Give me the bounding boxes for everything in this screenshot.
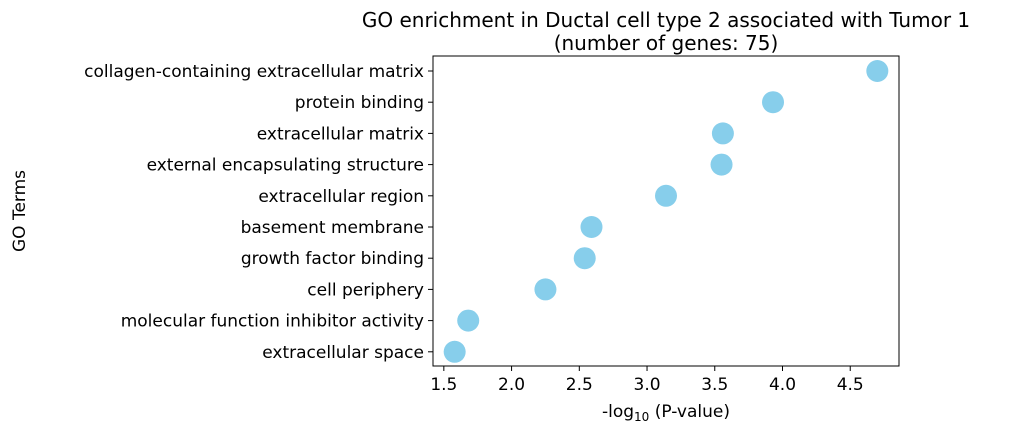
chart-title: GO enrichment in Ductal cell type 2 asso… [362, 8, 970, 32]
y-tick-label: external encapsulating structure [147, 156, 424, 176]
plot-frame [432, 55, 900, 367]
data-point [762, 91, 785, 114]
y-axis-label: GO Terms [10, 170, 30, 252]
y-tick-label: basement membrane [241, 218, 424, 238]
data-point [573, 247, 596, 270]
x-axis-label-suffix: (P-value) [649, 402, 730, 422]
x-tick-label: 2.0 [498, 375, 525, 395]
x-axis-label: -log10 (P-value) [602, 402, 730, 424]
x-tick-label: 3.5 [701, 375, 728, 395]
x-axis-label-prefix: -log [602, 402, 634, 422]
x-tick-label: 4.5 [837, 375, 864, 395]
data-point [534, 278, 557, 301]
data-point [457, 309, 480, 332]
x-tick-label: 1.5 [430, 375, 457, 395]
y-tick-label: growth factor binding [241, 249, 424, 269]
plot-marks [443, 60, 889, 363]
y-tick-label: extracellular matrix [257, 124, 424, 144]
y-tick-label: extracellular region [258, 187, 424, 207]
x-axis-label-subscript: 10 [634, 410, 649, 424]
data-point [655, 184, 677, 207]
y-tick-label: cell periphery [307, 280, 424, 300]
data-point [443, 340, 466, 363]
data-point [866, 60, 889, 82]
x-axis-ticks: 1.5 2.0 2.5 3.0 3.5 4.0 4.5 [430, 366, 864, 395]
x-tick-label: 2.5 [566, 375, 593, 395]
data-point [711, 122, 734, 145]
y-axis-ticks: collagen-containing extracellular matrix… [84, 62, 433, 363]
y-tick-label: protein binding [295, 93, 424, 113]
x-tick-label: 3.0 [634, 375, 661, 395]
chart-subtitle: (number of genes: 75) [554, 31, 779, 55]
data-point [710, 153, 733, 176]
y-tick-label: extracellular space [262, 343, 424, 363]
y-tick-label: collagen-containing extracellular matrix [84, 62, 424, 82]
y-tick-label: molecular function inhibitor activity [121, 312, 424, 332]
data-point [580, 216, 603, 238]
x-tick-label: 4.0 [769, 375, 796, 395]
